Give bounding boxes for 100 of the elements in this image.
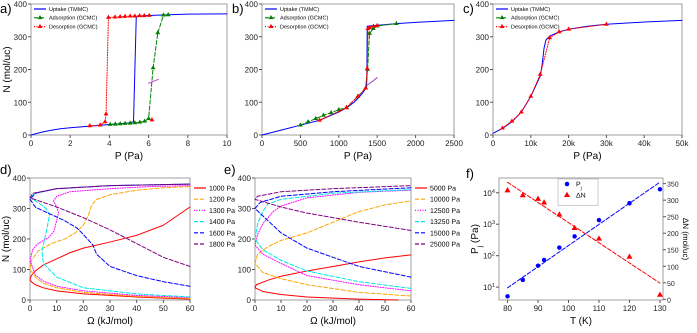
x-tick-label: 50k (676, 139, 690, 148)
y-tick-label: 100 (14, 98, 28, 108)
x-axis-title: P (Pa) (114, 151, 144, 162)
point (142, 118, 148, 123)
point (155, 30, 160, 34)
line-series (254, 185, 412, 231)
y-tick-label: 300 (14, 32, 28, 42)
x-tick-label: 50 (158, 304, 168, 313)
x-tick-label: 1000 (330, 139, 348, 148)
y-tick-label: 200 (238, 235, 252, 244)
x-axis-title: Ω (kJ/mol) (310, 316, 356, 327)
x-tick-label: 60 (406, 304, 416, 313)
point (112, 121, 118, 126)
x-axis-title: Ω (kJ/mol) (87, 316, 133, 327)
point (118, 14, 123, 18)
y-axis-title: N (mol/uc) (1, 216, 12, 262)
point (150, 117, 154, 122)
point (161, 12, 166, 17)
y-tick-label: 400 (244, 0, 259, 9)
point (566, 26, 572, 31)
point (604, 22, 609, 26)
point (132, 120, 138, 124)
y-tick-label: 300 (12, 204, 27, 214)
point (538, 72, 543, 76)
point (505, 294, 510, 299)
line-series (30, 206, 190, 300)
point (106, 14, 111, 19)
y-tick-label: 200 (12, 235, 27, 244)
point (104, 111, 108, 116)
x-tick-label: 80 (503, 304, 513, 313)
x-tick-label: 30k (600, 139, 614, 148)
chart-title: c) (463, 1, 474, 16)
y-tick-label: 0 (484, 131, 490, 140)
point (547, 34, 552, 40)
y-tick-label: 100 (12, 266, 27, 274)
point (520, 278, 526, 282)
point (98, 122, 103, 127)
y-tick-label: 300 (244, 32, 259, 42)
point (370, 23, 376, 28)
point (87, 123, 92, 128)
x-tick-label: 40 (354, 304, 364, 313)
x-tick-label: 30 (328, 304, 338, 313)
x-tick-label: 1500 (368, 139, 387, 148)
chart-title: d) (0, 162, 12, 177)
point (118, 121, 123, 126)
y-tick-label: 200 (476, 66, 490, 74)
point (122, 120, 128, 125)
x-axis-title: P (Pa) (344, 151, 372, 162)
chart-title: f) (466, 166, 474, 181)
x-tick-label: 20k (562, 139, 576, 148)
point (108, 122, 113, 126)
point (166, 12, 171, 16)
point (557, 245, 562, 250)
line-series (262, 20, 454, 136)
point (137, 13, 142, 18)
x-tick-label: 2000 (406, 139, 426, 148)
y-tick-label: 100 (238, 266, 252, 274)
x-tick-label: 20 (78, 304, 88, 313)
x-tick-label: 4 (107, 139, 112, 148)
point (509, 118, 514, 123)
point (102, 119, 108, 124)
x-tick-label: 0 (28, 139, 34, 148)
x-tick-label: 60 (186, 304, 195, 313)
point (518, 109, 524, 114)
x-tick-label: 110 (592, 304, 606, 313)
x-tick-label: 40k (638, 139, 652, 148)
y-tick-label: 200 (244, 66, 259, 74)
x-tick-label: 40 (132, 304, 142, 313)
point (317, 117, 322, 122)
point (122, 14, 128, 18)
point (596, 218, 602, 222)
x-tick-label: 0 (260, 139, 265, 148)
x-axis-title: T (K) (570, 316, 592, 327)
point (572, 234, 577, 239)
y-tick-label: 10$^{1}$ (482, 283, 495, 292)
y-tick-label: 100 (244, 98, 259, 108)
x-tick-label: 2500 (445, 139, 464, 148)
x-tick-label: 2 (68, 139, 73, 148)
y-axis-title: N (mol/uc) (2, 46, 13, 93)
y-tick-label: 0 (22, 296, 27, 305)
y-tick-label: 10$^{3}$ (482, 220, 495, 230)
x-tick-label: 10k (524, 139, 538, 148)
point (500, 125, 505, 130)
point (306, 119, 310, 124)
x-tick-label: 130 (653, 304, 668, 313)
x-tick-label: 100 (562, 304, 576, 313)
chart-title: a) (0, 1, 12, 16)
x-tick-label: 10 (52, 304, 62, 313)
chart-title: b) (232, 1, 244, 16)
y-tick-label: 0 (254, 131, 259, 140)
y-tick-label: 100 (476, 98, 490, 108)
point (298, 122, 303, 127)
point (128, 120, 132, 125)
point (146, 12, 152, 17)
x-tick-label: 6 (146, 139, 152, 148)
y-tick-label: 200 (14, 66, 28, 74)
point (128, 13, 133, 18)
x-tick-label: 20 (302, 304, 312, 313)
y-tick-label: 300 (238, 204, 252, 214)
line-series (254, 254, 412, 300)
